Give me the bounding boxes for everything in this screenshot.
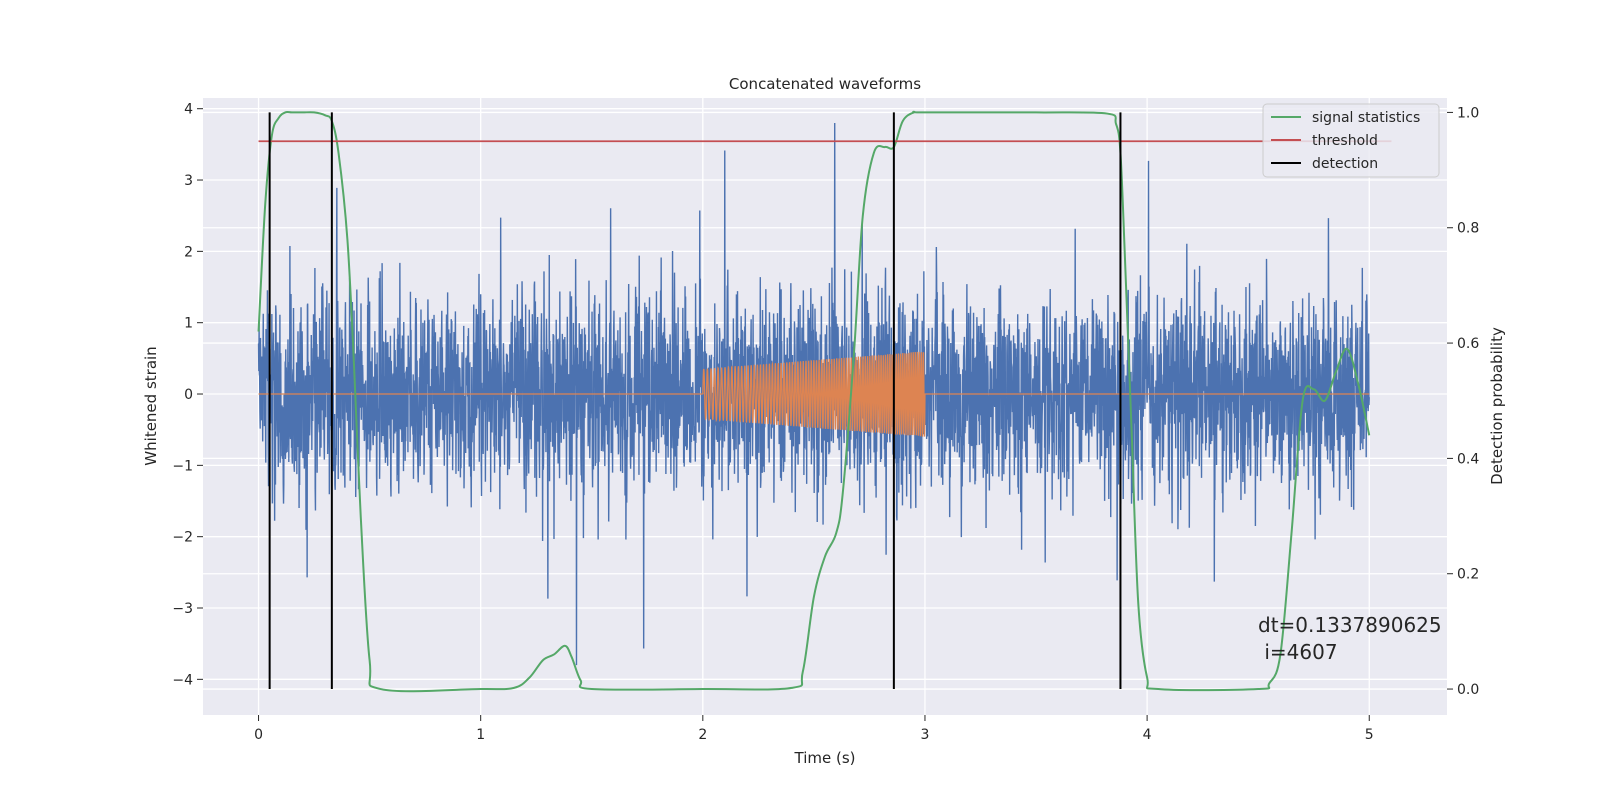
y-axis-right-title: Detection probability	[1488, 327, 1506, 485]
legend-label: signal statistics	[1312, 110, 1420, 126]
series-injected-waveform	[258, 351, 1370, 437]
x-tick-label: 1	[476, 727, 485, 743]
annotation-line-1: dt=0.1337890625	[1258, 613, 1442, 637]
y-left-tick-label: −4	[172, 672, 193, 688]
x-tick-label: 3	[921, 727, 930, 743]
y-right-tick-label: 0.6	[1457, 336, 1479, 352]
y-left-tick-label: 3	[184, 173, 193, 189]
x-tick-label: 0	[254, 727, 263, 743]
y-left-tick-label: −2	[172, 530, 193, 546]
y-right-tick-label: 0.4	[1457, 451, 1479, 467]
x-tick-label: 5	[1365, 727, 1374, 743]
y-left-tick-label: −1	[172, 458, 193, 474]
x-tick-label: 2	[698, 727, 707, 743]
x-tick-label: 4	[1143, 727, 1152, 743]
y-left-tick-label: 0	[184, 387, 193, 403]
y-right-tick-label: 0.8	[1457, 221, 1479, 237]
series-signal-statistics	[257, 110, 1371, 693]
chart-title: Concatenated waveforms	[729, 75, 921, 93]
legend-label: threshold	[1312, 133, 1378, 149]
x-axis-title: Time (s)	[794, 749, 856, 767]
plot-area	[257, 110, 1392, 693]
axes: 0 1 2 3 4 5 4 3 2 1 0 −1 −2 −3 −4 1.0 0.8 0.6 0.4 0.2 0.0	[172, 102, 1479, 743]
y-axis-left-title: Whitened strain	[142, 346, 160, 465]
y-left-tick-label: 1	[184, 316, 193, 332]
y-left-tick-label: 2	[184, 244, 193, 260]
annotation-dt: dt=0.1337890625 i=4607	[1258, 613, 1442, 664]
annotation-line-2: i=4607	[1258, 640, 1338, 664]
y-left-tick-label: −3	[172, 601, 193, 617]
legend-label: detection	[1312, 156, 1378, 172]
y-right-tick-label: 0.0	[1457, 682, 1479, 698]
y-right-tick-label: 1.0	[1457, 105, 1479, 121]
legend: signal statistics threshold detection	[1262, 103, 1440, 178]
y-right-tick-label: 0.2	[1457, 567, 1479, 583]
legend-box	[1262, 103, 1440, 178]
y-left-tick-label: 4	[184, 102, 193, 118]
